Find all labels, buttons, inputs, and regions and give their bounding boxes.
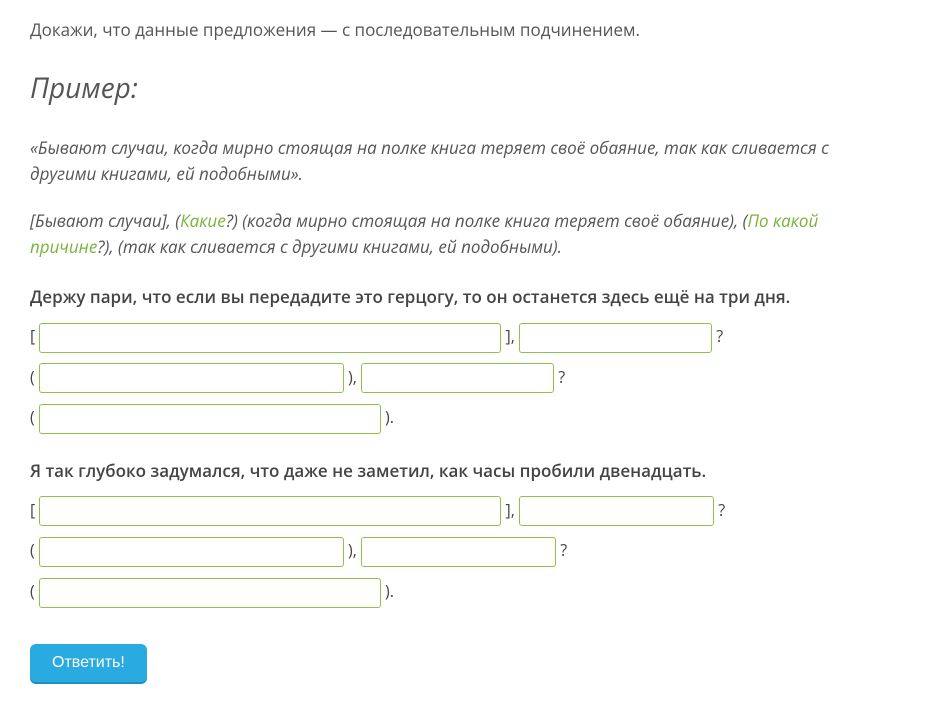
example-parse-pre1: [Бывают случаи], (: [30, 209, 180, 232]
answer-input[interactable]: [39, 496, 501, 526]
answer-input[interactable]: [361, 363, 554, 393]
task-line: [ ], ?: [30, 494, 899, 527]
task-line: ( ), ?: [30, 534, 899, 567]
example-parse: [Бывают случаи], (Какие?) (когда мирно с…: [30, 208, 899, 261]
task-block: Держу пари, что если вы передадите это г…: [30, 284, 899, 434]
task-block: Я так глубоко задумался, что даже не зам…: [30, 458, 899, 608]
answer-input[interactable]: [39, 363, 344, 393]
example-parse-mid1: ?) (когда мирно стоящая на полке книга т…: [226, 209, 748, 232]
example-parse-post: ?), (так как сливается с другими книгами…: [97, 235, 562, 258]
task-line: ( ), ?: [30, 361, 899, 394]
example-quote: «Бывают случаи, когда мирно стоящая на п…: [30, 135, 899, 188]
example-highlight-1: Какие: [180, 209, 226, 232]
answer-input[interactable]: [39, 537, 344, 567]
answer-input[interactable]: [519, 323, 712, 353]
example-heading: Пример:: [30, 69, 899, 107]
answer-input[interactable]: [519, 496, 714, 526]
task-line: ( ).: [30, 575, 899, 608]
answer-input[interactable]: [361, 537, 556, 567]
instruction-text: Докажи, что данные предложения — с после…: [30, 18, 899, 41]
submit-button[interactable]: Ответить!: [30, 644, 147, 682]
answer-input[interactable]: [39, 578, 381, 608]
task-line: [ ], ?: [30, 320, 899, 353]
task-line: ( ).: [30, 401, 899, 434]
answer-input[interactable]: [39, 323, 501, 353]
task-sentence: Я так глубоко задумался, что даже не зам…: [30, 458, 899, 484]
answer-input[interactable]: [39, 404, 381, 434]
task-sentence: Держу пари, что если вы передадите это г…: [30, 284, 899, 310]
